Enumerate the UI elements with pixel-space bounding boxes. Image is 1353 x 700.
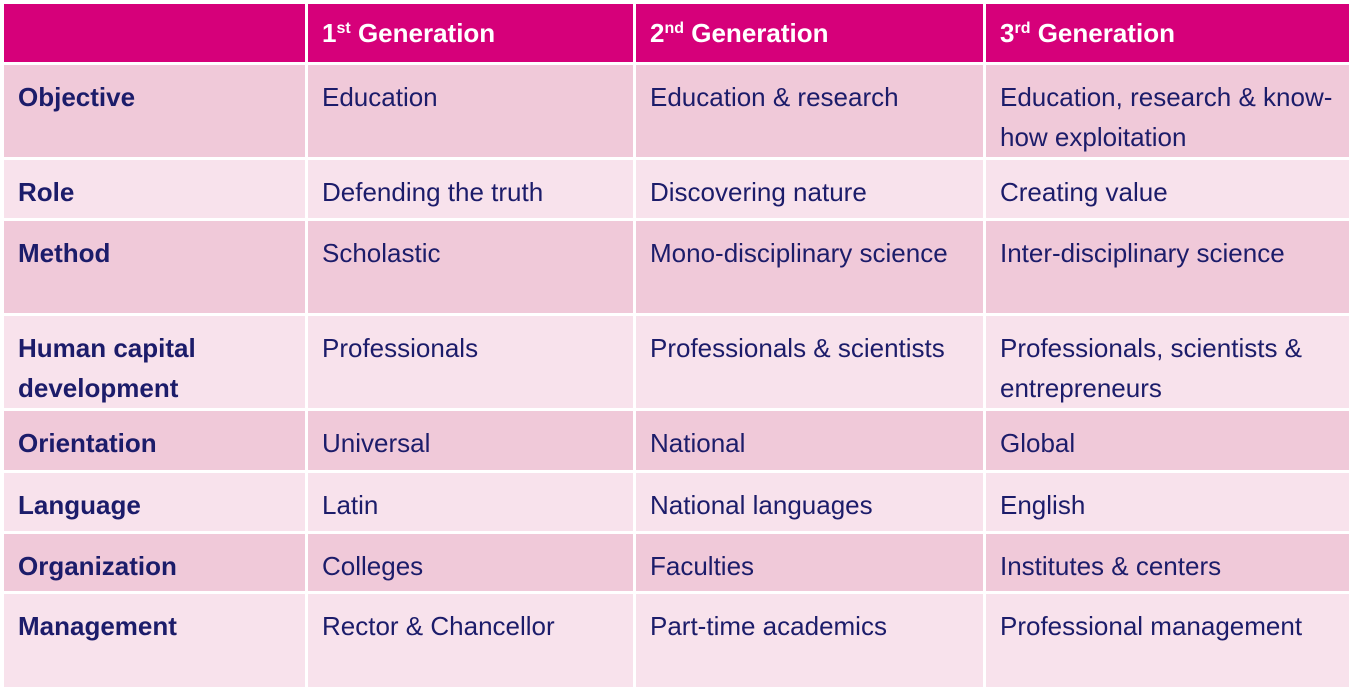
table-cell: Professionals & scientists xyxy=(633,313,986,411)
table-cell: Mono-disciplinary science xyxy=(633,218,986,316)
header-row: 1st Generation 2nd Generation 3rd Generati… xyxy=(1,1,1352,65)
table-cell: English xyxy=(983,470,1352,534)
table-row: Objective Education Education & research Ed… xyxy=(1,62,1352,160)
row-label: Organization xyxy=(1,531,308,594)
table-cell: Rector & Chancellor xyxy=(305,591,636,690)
table-cell: Education xyxy=(305,62,636,160)
row-label: Objective xyxy=(1,62,308,160)
table-cell: National languages xyxy=(633,470,986,534)
ordinal-suffix: rd xyxy=(1014,20,1031,37)
table-cell: Inter-disciplinary science xyxy=(983,218,1352,316)
table-cell: Professionals xyxy=(305,313,636,411)
row-label: Human capital development xyxy=(1,313,308,411)
row-label: Role xyxy=(1,157,308,221)
table-cell: Professional management xyxy=(983,591,1352,690)
row-label: Language xyxy=(1,470,308,534)
table-row: Orientation Universal National Global xyxy=(1,408,1352,473)
table-cell: Latin xyxy=(305,470,636,534)
row-label: Management xyxy=(1,591,308,690)
generation-label: Generation xyxy=(357,18,496,48)
table-row: Method Scholastic Mono-disciplinary scienc… xyxy=(1,218,1352,316)
column-header: 2nd Generation xyxy=(633,1,986,65)
table-cell: Global xyxy=(983,408,1352,473)
table-cell: Faculties xyxy=(633,531,986,594)
generation-number: 3 xyxy=(1000,18,1015,48)
table-cell: Discovering nature xyxy=(633,157,986,221)
ordinal-suffix: st xyxy=(336,20,351,37)
table-cell: Defending the truth xyxy=(305,157,636,221)
table-row: Language Latin National languages English xyxy=(1,470,1352,534)
table-cell: Professionals, scientists & entrepreneur… xyxy=(983,313,1352,411)
table-cell: Institutes & centers xyxy=(983,531,1352,594)
table-row: Role Defending the truth Discovering natur… xyxy=(1,157,1352,221)
table-body: Objective Education Education & research Ed… xyxy=(1,62,1352,690)
row-label: Orientation xyxy=(1,408,308,473)
table-cell: Part-time academics xyxy=(633,591,986,690)
row-label: Method xyxy=(1,218,308,316)
table-cell: Education & research xyxy=(633,62,986,160)
column-header: 3rd Generation xyxy=(983,1,1352,65)
table-row: Human capital development Professionals Pr… xyxy=(1,313,1352,411)
column-header: 1st Generation xyxy=(305,1,636,65)
table-cell: Colleges xyxy=(305,531,636,594)
table-cell: Education, research & know-how exploitat… xyxy=(983,62,1352,160)
generation-label: Generation xyxy=(1037,18,1175,48)
table-row: Management Rector & Chancellor Part-time a… xyxy=(1,591,1352,690)
generation-number: 2 xyxy=(650,18,665,48)
table-cell: Creating value xyxy=(983,157,1352,221)
generation-number: 1 xyxy=(322,18,337,48)
ordinal-suffix: nd xyxy=(664,20,685,37)
table-row: Organization Colleges Faculties Institutes … xyxy=(1,531,1352,594)
corner-cell xyxy=(1,1,308,65)
table-cell: Scholastic xyxy=(305,218,636,316)
generation-label: Generation xyxy=(691,18,829,48)
table-cell: Universal xyxy=(305,408,636,473)
table-cell: National xyxy=(633,408,986,473)
